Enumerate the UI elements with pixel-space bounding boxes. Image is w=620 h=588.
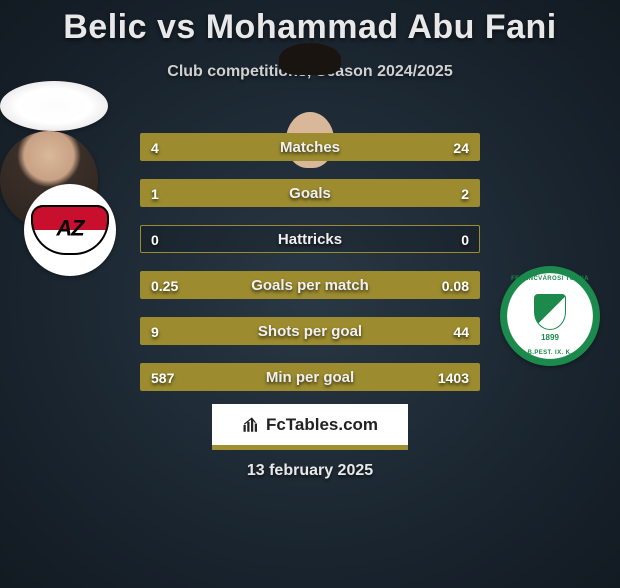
stat-label: Goals: [289, 180, 331, 208]
club-right-ring-bottom: B.PEST. IX. K.: [528, 350, 573, 356]
stat-row-goals-per-match: 0.25 Goals per match 0.08: [140, 271, 480, 299]
stat-value-right: 44: [453, 318, 469, 346]
stat-value-left: 9: [151, 318, 159, 346]
stat-value-left: 0.25: [151, 272, 178, 300]
stat-label: Shots per goal: [258, 318, 362, 346]
stat-bar-right: [253, 180, 479, 206]
stat-bar-left: [141, 318, 198, 344]
date-label: 13 february 2025: [247, 462, 373, 480]
stat-value-right: 24: [453, 134, 469, 162]
stat-row-goals: 1 Goals 2: [140, 179, 480, 207]
stat-value-left: 1: [151, 180, 159, 208]
az-logo-icon: [31, 205, 109, 255]
club-right-logo: FERENCVÁROSI TORNA 1899 B.PEST. IX. K.: [500, 266, 600, 366]
page-title: Belic vs Mohammad Abu Fani: [0, 8, 620, 47]
stat-value-left: 4: [151, 134, 159, 162]
fctables-label: FcTables.com: [266, 415, 378, 435]
stat-bar-left: [141, 134, 188, 160]
stat-value-right: 2: [461, 180, 469, 208]
stat-label: Hattricks: [278, 226, 342, 254]
chart-icon: [242, 416, 260, 434]
stat-value-right: 1403: [438, 364, 469, 392]
stat-value-left: 0: [151, 226, 159, 254]
club-right-ring-top: FERENCVÁROSI TORNA: [511, 276, 589, 282]
club-right-shield-icon: [534, 294, 566, 330]
club-left-logo: [24, 184, 116, 276]
stat-row-matches: 4 Matches 24: [140, 133, 480, 161]
stat-row-shots-per-goal: 9 Shots per goal 44: [140, 317, 480, 345]
stat-label: Min per goal: [266, 364, 354, 392]
stats-panel: 4 Matches 24 1 Goals 2 0 Hattricks 0 0.2…: [140, 133, 480, 409]
stat-label: Goals per match: [251, 272, 369, 300]
stat-row-hattricks: 0 Hattricks 0: [140, 225, 480, 253]
club-right-year: 1899: [541, 333, 559, 342]
fctables-link[interactable]: FcTables.com: [212, 404, 408, 450]
stat-value-right: 0.08: [442, 272, 469, 300]
player-left-avatar: [0, 81, 108, 131]
stat-row-min-per-goal: 587 Min per goal 1403: [140, 363, 480, 391]
stat-value-right: 0: [461, 226, 469, 254]
stat-value-left: 587: [151, 364, 174, 392]
stat-label: Matches: [280, 134, 340, 162]
